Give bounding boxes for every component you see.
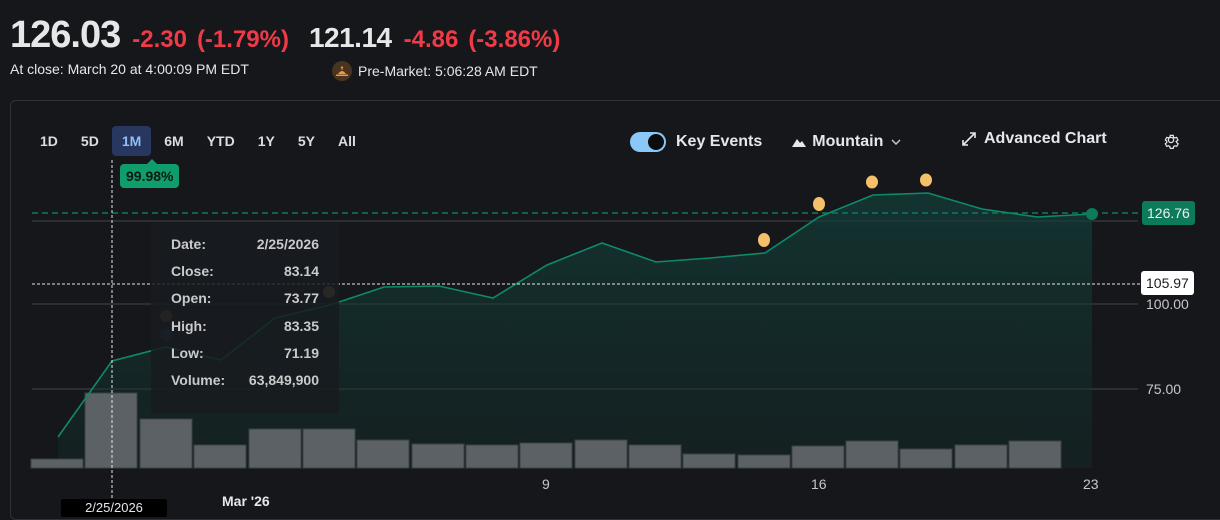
premarket-change: -4.86 [403, 26, 459, 53]
x-tick-month: Mar '26 [222, 493, 270, 509]
expand-icon [962, 132, 976, 146]
close-change-pct: (-1.79%) [196, 26, 289, 53]
advanced-chart-label: Advanced Chart [984, 130, 1107, 147]
tab-1y[interactable]: 1Y [257, 133, 275, 149]
tooltip-label: High: [171, 317, 207, 334]
quote-header: 126.03 -2.30 (-1.79%) 121.14 -4.86 (-3.8… [10, 14, 560, 57]
tooltip-label: Open: [171, 290, 212, 307]
tooltip-value: 63,849,900 [248, 371, 319, 388]
premarket-time: Pre-Market: 5:06:28 AM EDT [358, 63, 538, 79]
event-dot [758, 233, 770, 247]
current-point [1086, 208, 1098, 220]
premarket-time-row: Pre-Market: 5:06:28 AM EDT [332, 61, 538, 81]
close-change: -2.30 [132, 26, 187, 53]
tab-1m[interactable]: 1M [111, 126, 152, 156]
sunrise-icon [332, 61, 352, 81]
tab-1d[interactable]: 1D [40, 133, 58, 149]
event-dot [920, 173, 932, 187]
chart-controls: Key Events Mountain [630, 128, 901, 156]
tooltip-row: Volume: 63,849,900 [171, 372, 319, 399]
range-tabs: 1D 5D 1M 6M YTD 1Y 5Y All [30, 126, 369, 156]
tooltip-label: Low: [171, 344, 204, 361]
premarket-change-pct: (-3.86%) [468, 26, 561, 53]
tab-6m[interactable]: 6M [164, 133, 184, 149]
toggle-knob [648, 134, 664, 150]
event-dot [866, 175, 878, 189]
y-tick-75: 75.00 [1146, 381, 1182, 397]
event-dot [813, 197, 825, 211]
volume-bars [30, 392, 1062, 469]
chart-type-label: Mountain [812, 133, 884, 150]
tooltip-label: Close: [171, 263, 214, 280]
premarket-price: 121.14 [308, 22, 392, 53]
tooltip-value: 73.77 [283, 290, 319, 307]
tooltip-value: 71.19 [283, 344, 319, 361]
tooltip-value: 2/25/2026 [256, 236, 319, 252]
tooltip-label: Date: [171, 236, 207, 252]
tooltip-value: 83.14 [283, 263, 319, 280]
tooltip-row: Open: 73.77 [171, 290, 319, 317]
tab-5y[interactable]: 5Y [297, 133, 315, 149]
range-change-badge: 99.98% [120, 159, 180, 188]
tooltip-value: 83.35 [283, 317, 319, 334]
tooltip-row: Close: 83.14 [171, 263, 319, 290]
tooltip-row: Low: 71.19 [171, 345, 319, 372]
chart-type-dropdown[interactable]: Mountain [792, 133, 901, 151]
y-tick-100: 100.00 [1146, 296, 1189, 312]
current-price-tag: 126.76 [1142, 201, 1195, 225]
crosshair-date-tag: 2/25/2026 [61, 499, 167, 517]
gear-icon [1164, 134, 1179, 149]
tooltip-row: Date: 2/25/2026 [171, 236, 319, 263]
settings-button[interactable] [1162, 131, 1180, 154]
x-tick-16: 16 [811, 476, 827, 492]
tab-all[interactable]: All [337, 133, 356, 149]
crosshair-price-tag: 105.97 [1141, 271, 1194, 295]
mountain-icon [792, 139, 807, 147]
chevron-down-icon [891, 139, 901, 145]
key-events-label[interactable]: Key Events [676, 133, 763, 150]
tab-ytd[interactable]: YTD [206, 133, 235, 149]
tooltip-row: High: 83.35 [171, 318, 319, 345]
close-price: 126.03 [10, 14, 121, 56]
x-tick-9: 9 [542, 476, 550, 492]
tooltip-label: Volume: [171, 371, 226, 388]
ohlc-tooltip: Date: 2/25/2026 Close: 83.14 Open: 73.77 Hi… [151, 222, 339, 414]
tab-5d[interactable]: 5D [80, 133, 99, 149]
key-events-toggle[interactable] [630, 132, 666, 152]
x-tick-23: 23 [1083, 476, 1099, 492]
close-time: At close: March 20 at 4:00:09 PM EDT [10, 61, 249, 77]
advanced-chart-button[interactable]: Advanced Chart [962, 130, 1107, 148]
